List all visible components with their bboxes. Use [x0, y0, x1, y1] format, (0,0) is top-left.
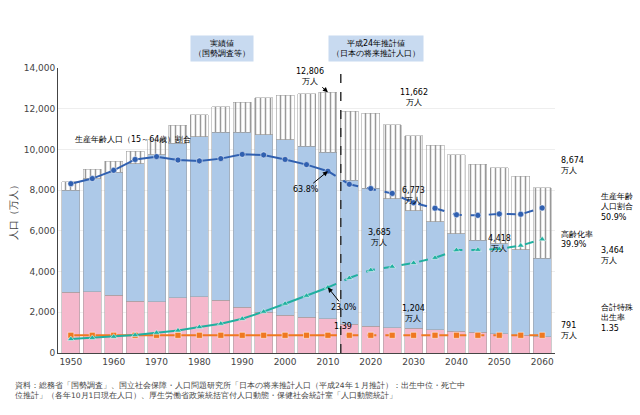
- svg-text:12,806万人: 12,806万人: [296, 67, 324, 86]
- svg-text:2030: 2030: [402, 357, 425, 367]
- svg-text:12,000: 12,000: [24, 104, 56, 114]
- svg-text:63.8%: 63.8%: [293, 185, 319, 194]
- svg-text:平成24年推計値（日本の将来推計人口）: 平成24年推計値（日本の将来推計人口）: [332, 39, 420, 58]
- svg-text:6,000: 6,000: [29, 226, 55, 236]
- svg-text:10,000: 10,000: [24, 145, 56, 155]
- svg-text:2050: 2050: [488, 357, 511, 367]
- svg-text:資料：総務省「国勢調査」、国立社会保障・人口問題研究所「日本: 資料：総務省「国勢調査」、国立社会保障・人口問題研究所「日本の将来推計人口（平成…: [15, 381, 465, 400]
- svg-text:4,000: 4,000: [29, 267, 55, 277]
- svg-text:1980: 1980: [188, 357, 211, 367]
- svg-text:1.39: 1.39: [334, 322, 352, 331]
- svg-text:14,000: 14,000: [24, 63, 56, 73]
- svg-text:1970: 1970: [145, 357, 168, 367]
- svg-text:8,000: 8,000: [29, 185, 55, 195]
- svg-text:0: 0: [49, 348, 55, 358]
- svg-text:2000: 2000: [274, 357, 297, 367]
- svg-text:1,204万人: 1,204万人: [402, 304, 425, 323]
- svg-text:3,464万人: 3,464万人: [601, 246, 624, 265]
- svg-text:23.0%: 23.0%: [331, 303, 357, 312]
- svg-text:生産年齢人口割合50.9%: 生産年齢人口割合50.9%: [601, 192, 633, 222]
- svg-text:1960: 1960: [102, 357, 125, 367]
- svg-text:11,662万人: 11,662万人: [400, 88, 428, 107]
- svg-text:2040: 2040: [445, 357, 468, 367]
- svg-text:人口（万人）: 人口（万人）: [8, 181, 19, 241]
- svg-text:2,000: 2,000: [29, 307, 55, 317]
- svg-text:3,685万人: 3,685万人: [368, 228, 391, 247]
- svg-text:高齢化率39.9%: 高齢化率39.9%: [561, 230, 593, 249]
- svg-text:8,674万人: 8,674万人: [561, 156, 584, 175]
- svg-text:4,418万人: 4,418万人: [488, 234, 511, 253]
- svg-text:2020: 2020: [359, 357, 382, 367]
- svg-text:6,773万人: 6,773万人: [402, 186, 425, 205]
- svg-text:791万人: 791万人: [561, 321, 577, 340]
- svg-text:1990: 1990: [231, 357, 254, 367]
- svg-text:実績値（国勢調査等）: 実績値（国勢調査等）: [194, 39, 250, 58]
- svg-text:2010: 2010: [316, 357, 339, 367]
- svg-text:2060: 2060: [531, 357, 554, 367]
- svg-text:合計特殊出生率1.35: 合計特殊出生率1.35: [601, 303, 633, 333]
- svg-text:生産年齢人口（15～64歳）割合: 生産年齢人口（15～64歳）割合: [75, 135, 191, 144]
- svg-text:1950: 1950: [59, 357, 82, 367]
